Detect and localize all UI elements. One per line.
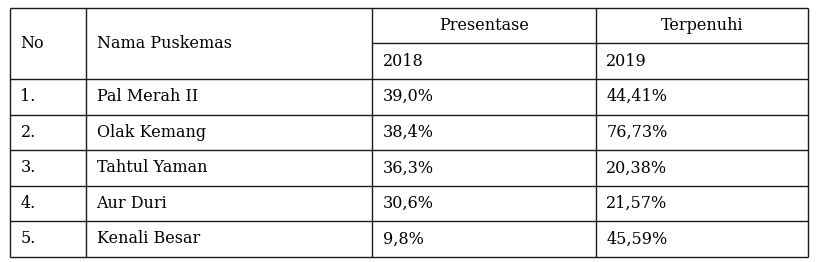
- Text: Kenali Besar: Kenali Besar: [97, 231, 200, 248]
- Text: 30,6%: 30,6%: [383, 195, 434, 212]
- Text: Olak Kemang: Olak Kemang: [97, 124, 205, 141]
- Text: 9,8%: 9,8%: [383, 231, 424, 248]
- Text: 2.: 2.: [20, 124, 36, 141]
- Text: 2019: 2019: [606, 53, 647, 70]
- Text: No: No: [20, 35, 44, 52]
- Text: Presentase: Presentase: [439, 17, 528, 34]
- Text: Terpenuhi: Terpenuhi: [660, 17, 744, 34]
- Text: Aur Duri: Aur Duri: [97, 195, 167, 212]
- Text: 44,41%: 44,41%: [606, 88, 667, 105]
- Text: 38,4%: 38,4%: [383, 124, 434, 141]
- Text: 4.: 4.: [20, 195, 36, 212]
- Text: Nama Puskemas: Nama Puskemas: [97, 35, 231, 52]
- Text: 76,73%: 76,73%: [606, 124, 667, 141]
- Text: 21,57%: 21,57%: [606, 195, 667, 212]
- Text: 45,59%: 45,59%: [606, 231, 667, 248]
- Text: Tahtul Yaman: Tahtul Yaman: [97, 159, 207, 176]
- Text: 1.: 1.: [20, 88, 36, 105]
- Text: Pal Merah II: Pal Merah II: [97, 88, 198, 105]
- Text: 3.: 3.: [20, 159, 36, 176]
- Text: 2018: 2018: [383, 53, 424, 70]
- Text: 36,3%: 36,3%: [383, 159, 434, 176]
- Text: 20,38%: 20,38%: [606, 159, 667, 176]
- Text: 5.: 5.: [20, 231, 36, 248]
- Text: 39,0%: 39,0%: [383, 88, 434, 105]
